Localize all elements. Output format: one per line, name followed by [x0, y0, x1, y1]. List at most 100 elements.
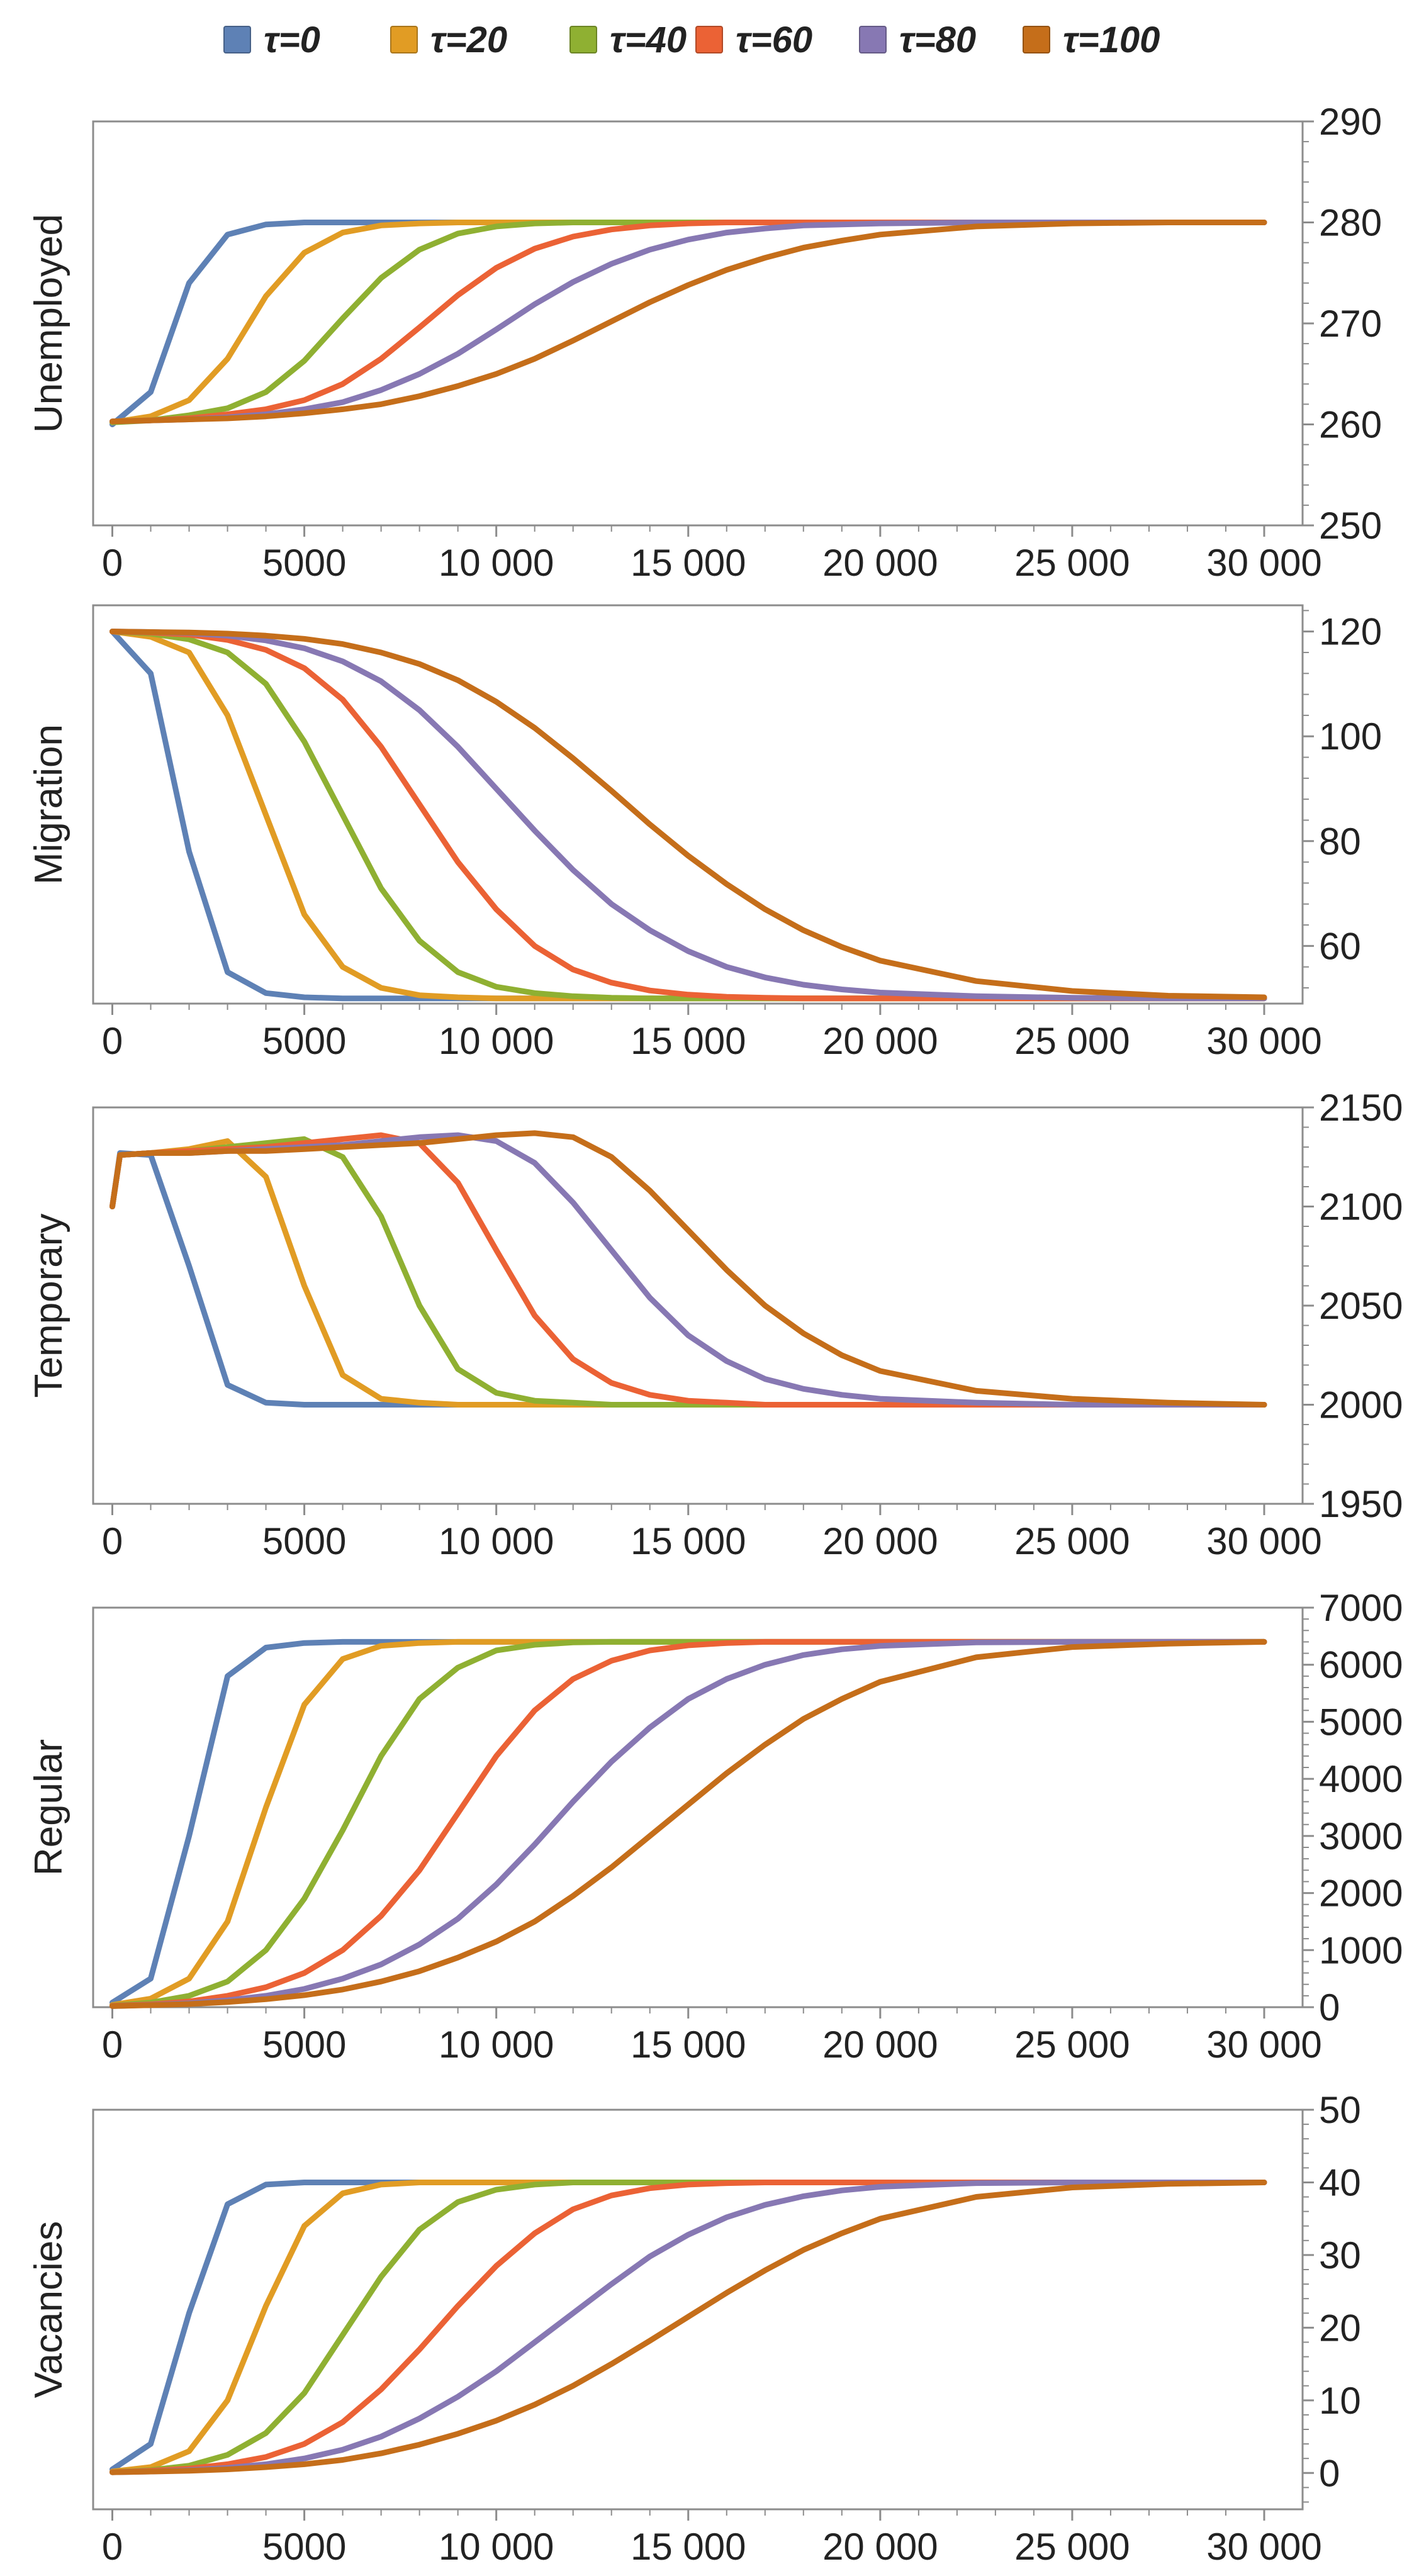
x-tick-label: 10 000	[439, 2526, 554, 2568]
x-tick-label: 15 000	[631, 2024, 746, 2066]
x-tick-label: 25 000	[1014, 1520, 1130, 1562]
y-axis-label: Vacancies	[27, 2221, 70, 2398]
series-line-tau-40	[109, 220, 1267, 425]
legend-label: τ=60	[736, 19, 813, 60]
legend-swatch-icon	[569, 26, 597, 53]
y-tick-label: 60	[1319, 925, 1361, 967]
series-line-tau-40	[109, 2180, 1267, 2475]
series-line-tau-40	[109, 1136, 1267, 1408]
y-tick-label: 1950	[1319, 1483, 1403, 1525]
series-line-tau-80	[109, 220, 1267, 425]
x-tick-label: 0	[102, 2024, 123, 2066]
x-tick-label: 15 000	[631, 2526, 746, 2568]
series-line-tau-20	[109, 629, 1267, 1002]
y-tick-label: 270	[1319, 303, 1382, 345]
series-line-tau-80	[109, 1132, 1267, 1408]
plot-frame	[92, 120, 1304, 527]
y-tick-label: 250	[1319, 505, 1382, 547]
legend-item-tau-40: τ=40	[569, 18, 687, 62]
x-tick-label: 25 000	[1014, 1020, 1130, 1062]
x-tick-label: 30 000	[1206, 1020, 1322, 1062]
x-tick-label: 15 000	[631, 1520, 746, 1562]
x-tick-label: 0	[102, 542, 123, 584]
y-tick-label: 120	[1319, 611, 1382, 653]
y-tick-label: 2050	[1319, 1285, 1403, 1327]
plot-frame	[92, 1106, 1304, 1505]
legend-swatch-icon	[695, 26, 723, 53]
x-tick-label: 0	[102, 2526, 123, 2568]
x-tick-label: 5000	[262, 1020, 346, 1062]
x-tick-label: 10 000	[439, 1520, 554, 1562]
x-tick-label: 20 000	[822, 2526, 938, 2568]
legend: τ=0 τ=20 τ=40 τ=60 τ=80 τ=100	[0, 0, 1419, 82]
legend-label: τ=100	[1063, 19, 1160, 60]
series-line-tau-80	[109, 2180, 1267, 2475]
plot-frame	[92, 1606, 1304, 2008]
series-line-tau-0	[109, 2180, 1267, 2472]
y-tick-label: 0	[1319, 1986, 1340, 2029]
x-tick-label: 30 000	[1206, 542, 1322, 584]
series-line-tau-80	[109, 1638, 1267, 2009]
legend-label: τ=20	[430, 19, 508, 60]
y-axis-label: Migration	[27, 724, 70, 885]
legend-label: τ=80	[899, 19, 977, 60]
x-tick-label: 30 000	[1206, 2024, 1322, 2066]
series-line-tau-60	[109, 1132, 1267, 1408]
y-tick-label: 6000	[1319, 1644, 1403, 1686]
x-tick-label: 0	[102, 1520, 123, 1562]
y-tick-label: 7000	[1319, 1587, 1403, 1629]
y-tick-label: 0	[1319, 2452, 1340, 2494]
x-tick-label: 20 000	[822, 2024, 938, 2066]
series-line-tau-100	[109, 629, 1267, 1000]
series-line-tau-60	[109, 1638, 1267, 2009]
x-tick-label: 20 000	[822, 1020, 938, 1062]
series-line-tau-80	[109, 629, 1267, 1002]
y-axis-label: Unemployed	[27, 214, 70, 433]
series-line-tau-60	[109, 220, 1267, 425]
legend-item-tau-80: τ=80	[859, 18, 976, 62]
x-tick-label: 0	[102, 1020, 123, 1062]
x-tick-label: 10 000	[439, 2024, 554, 2066]
y-tick-label: 30	[1319, 2234, 1361, 2276]
x-tick-label: 5000	[262, 1520, 346, 1562]
x-tick-label: 10 000	[439, 1020, 554, 1062]
x-tick-label: 30 000	[1206, 1520, 1322, 1562]
y-tick-label: 2000	[1319, 1384, 1403, 1426]
series-line-tau-60	[109, 629, 1267, 1002]
x-tick-label: 5000	[262, 2024, 346, 2066]
x-tick-label: 20 000	[822, 1520, 938, 1562]
legend-swatch-icon	[390, 26, 418, 53]
legend-swatch-icon	[223, 26, 251, 53]
series-line-tau-40	[109, 629, 1267, 1002]
y-axis-label: Temporary	[27, 1214, 70, 1398]
y-tick-label: 3000	[1319, 1815, 1403, 1857]
x-tick-label: 25 000	[1014, 2526, 1130, 2568]
x-tick-label: 10 000	[439, 542, 554, 584]
y-tick-label: 50	[1319, 2089, 1361, 2131]
legend-item-tau-0: τ=0	[223, 18, 320, 62]
plot-frame	[92, 604, 1304, 1005]
y-tick-label: 2150	[1319, 1087, 1403, 1129]
series-line-tau-60	[109, 2180, 1267, 2475]
legend-label: τ=0	[264, 19, 320, 60]
x-tick-label: 20 000	[822, 542, 938, 584]
y-tick-label: 290	[1319, 101, 1382, 143]
legend-swatch-icon	[1023, 26, 1050, 53]
y-tick-label: 20	[1319, 2307, 1361, 2349]
legend-swatch-icon	[859, 26, 887, 53]
x-tick-label: 25 000	[1014, 542, 1130, 584]
series-line-tau-100	[109, 1130, 1267, 1408]
y-tick-label: 1000	[1319, 1929, 1403, 1971]
legend-item-tau-20: τ=20	[390, 18, 507, 62]
x-tick-label: 5000	[262, 542, 346, 584]
y-tick-label: 260	[1319, 404, 1382, 446]
y-tick-label: 40	[1319, 2161, 1361, 2204]
series-line-tau-20	[109, 2180, 1267, 2475]
legend-item-tau-100: τ=100	[1023, 18, 1160, 62]
series-line-tau-100	[109, 2180, 1267, 2475]
legend-label: τ=40	[610, 19, 687, 60]
x-tick-label: 30 000	[1206, 2526, 1322, 2568]
series-line-tau-0	[109, 220, 1267, 427]
y-tick-label: 280	[1319, 202, 1382, 244]
